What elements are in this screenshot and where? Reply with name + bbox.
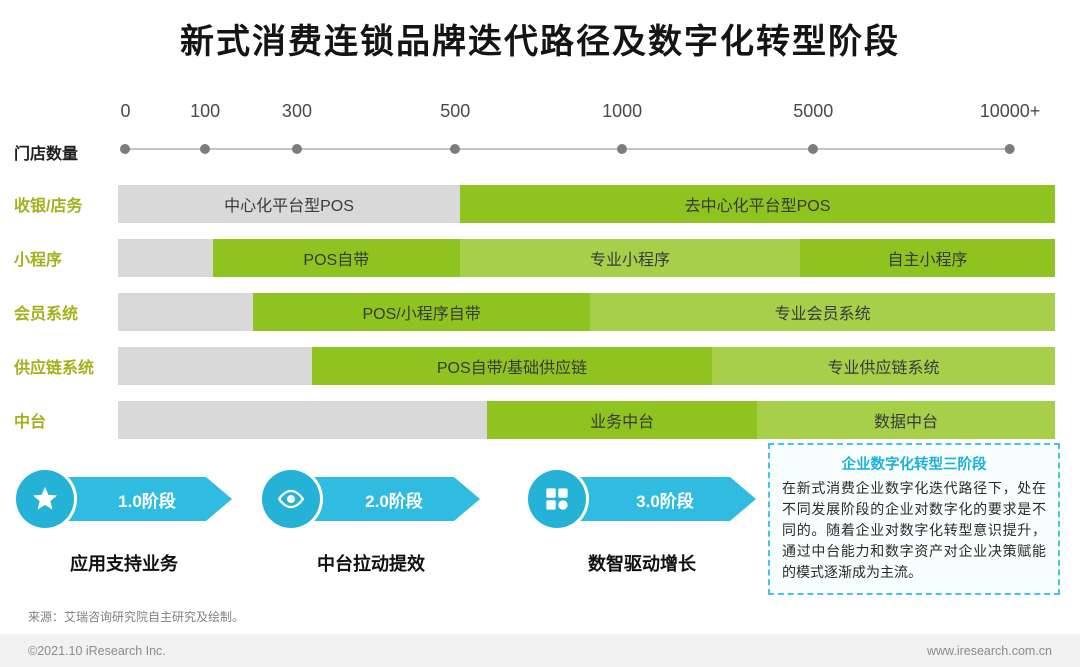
row-bar: 中心化平台型POS 去中心化平台型POS [118,185,1055,223]
stage-arrow: 3.0阶段 [558,477,756,521]
bar-segment: 专业小程序 [459,239,801,277]
transformation-stages: 1.0阶段应用支持业务 2.0阶段中台拉动提效 3.0阶段数智驱动增长 [0,470,1080,590]
stage-caption: 中台拉动提效 [317,554,425,574]
star-icon [16,470,74,528]
chart-row: 中台 业务中台 数据中台 [0,401,1080,439]
axis-tick: 500 [440,100,470,154]
axis-tick-dot [617,144,628,154]
source-note: 来源：艾瑞咨询研究院自主研究及绘制。 [28,610,245,624]
axis-tick-label: 1000 [602,101,643,121]
bar-segment: 中心化平台型POS [118,185,460,223]
bar-segment: 自主小程序 [800,239,1055,277]
transformation-note-box: 企业数字化转型三阶段 在新式消费企业数字化迭代路径下，处在不同发展阶段的企业对数… [768,443,1060,595]
row-label: 小程序 [14,252,63,269]
stage-arrow: 1.0阶段 [46,477,232,521]
axis-tick-dot [808,144,819,154]
bar-segment: 业务中台 [487,401,758,439]
stage-caption: 数智驱动增长 [588,554,696,574]
axis-tick: 5000 [793,100,833,154]
eye-icon [262,470,320,528]
row-label: 中台 [14,414,47,431]
axis-line [125,148,1010,150]
axis-tick-dot [450,144,461,154]
bar-segment: POS/小程序自带 [252,293,591,331]
chart-row: 收银/店务 中心化平台型POS 去中心化平台型POS [0,185,1080,223]
axis-tick: 100 [190,100,220,154]
axis-tick-label: 0 [120,101,131,121]
chart-row: 供应链系统 POS自带/基础供应链 专业供应链系统 [0,347,1080,385]
row-bar: 业务中台 数据中台 [118,401,1055,439]
page-title: 新式消费连锁品牌迭代路径及数字化转型阶段 [180,23,900,61]
stage-badge: 3.0阶段 [636,491,694,511]
axis-tick-label: 500 [440,101,471,121]
bar-segment: 专业供应链系统 [712,347,1055,385]
row-bar: POS自带/基础供应链 专业供应链系统 [118,347,1055,385]
bar-segment [118,347,312,385]
axis-tick: 10000+ [979,100,1041,154]
bar-segment [118,401,488,439]
axis-tick-dot [1005,144,1016,154]
row-bar: POS自带 专业小程序 自主小程序 [118,239,1055,277]
chart-row: 会员系统 POS/小程序自带 专业会员系统 [0,293,1080,331]
note-body: 在新式消费企业数字化迭代路径下，处在不同发展阶段的企业对数字化的要求是不同的。随… [782,480,1046,580]
stage-3: 3.0阶段数智驱动增长 [528,470,756,580]
axis-tick-dot [291,144,302,154]
stage-caption: 应用支持业务 [70,554,178,574]
chart-row: 小程序 POS自带 专业小程序 自主小程序 [0,239,1080,277]
axis-tick-label: 100 [190,101,221,121]
note-title: 企业数字化转型三阶段 [841,457,987,473]
axis-tick-label: 300 [281,101,312,121]
stage-badge: 2.0阶段 [365,491,423,511]
store-count-axis: 0 100 300 500 1000 5000 10000+ [118,100,1055,162]
row-bar: POS/小程序自带 专业会员系统 [118,293,1055,331]
grid-icon [528,470,586,528]
footer-bar: ©2021.10 iResearch Inc. www.iresearch.co… [0,634,1080,667]
bar-segment: 数据中台 [757,401,1055,439]
bar-segment: 去中心化平台型POS [460,185,1055,223]
stage-badge: 1.0阶段 [118,491,176,511]
axis-tick-dot [200,144,211,154]
copyright-text: ©2021.10 iResearch Inc. [28,643,166,658]
axis-tick-label: 10000+ [979,101,1041,121]
bar-segment: POS自带/基础供应链 [311,347,713,385]
row-label: 供应链系统 [14,360,95,377]
axis-tick: 1000 [602,100,642,154]
axis-label-store-count: 门店数量 [14,146,79,163]
stage-arrow: 2.0阶段 [292,477,480,521]
stage-2: 2.0阶段中台拉动提效 [262,470,480,580]
axis-tick-label: 5000 [793,101,834,121]
row-label: 收银/店务 [14,198,83,215]
website-link[interactable]: www.iresearch.com.cn [926,643,1052,658]
bar-segment [118,293,253,331]
axis-tick: 300 [282,100,312,154]
axis-tick-dot [120,144,131,154]
bar-segment: 专业会员系统 [590,293,1055,331]
bar-segment: POS自带 [212,239,460,277]
axis-tick: 0 [120,100,130,154]
row-label: 会员系统 [14,306,79,323]
stage-1: 1.0阶段应用支持业务 [16,470,232,580]
bar-segment [118,239,213,277]
